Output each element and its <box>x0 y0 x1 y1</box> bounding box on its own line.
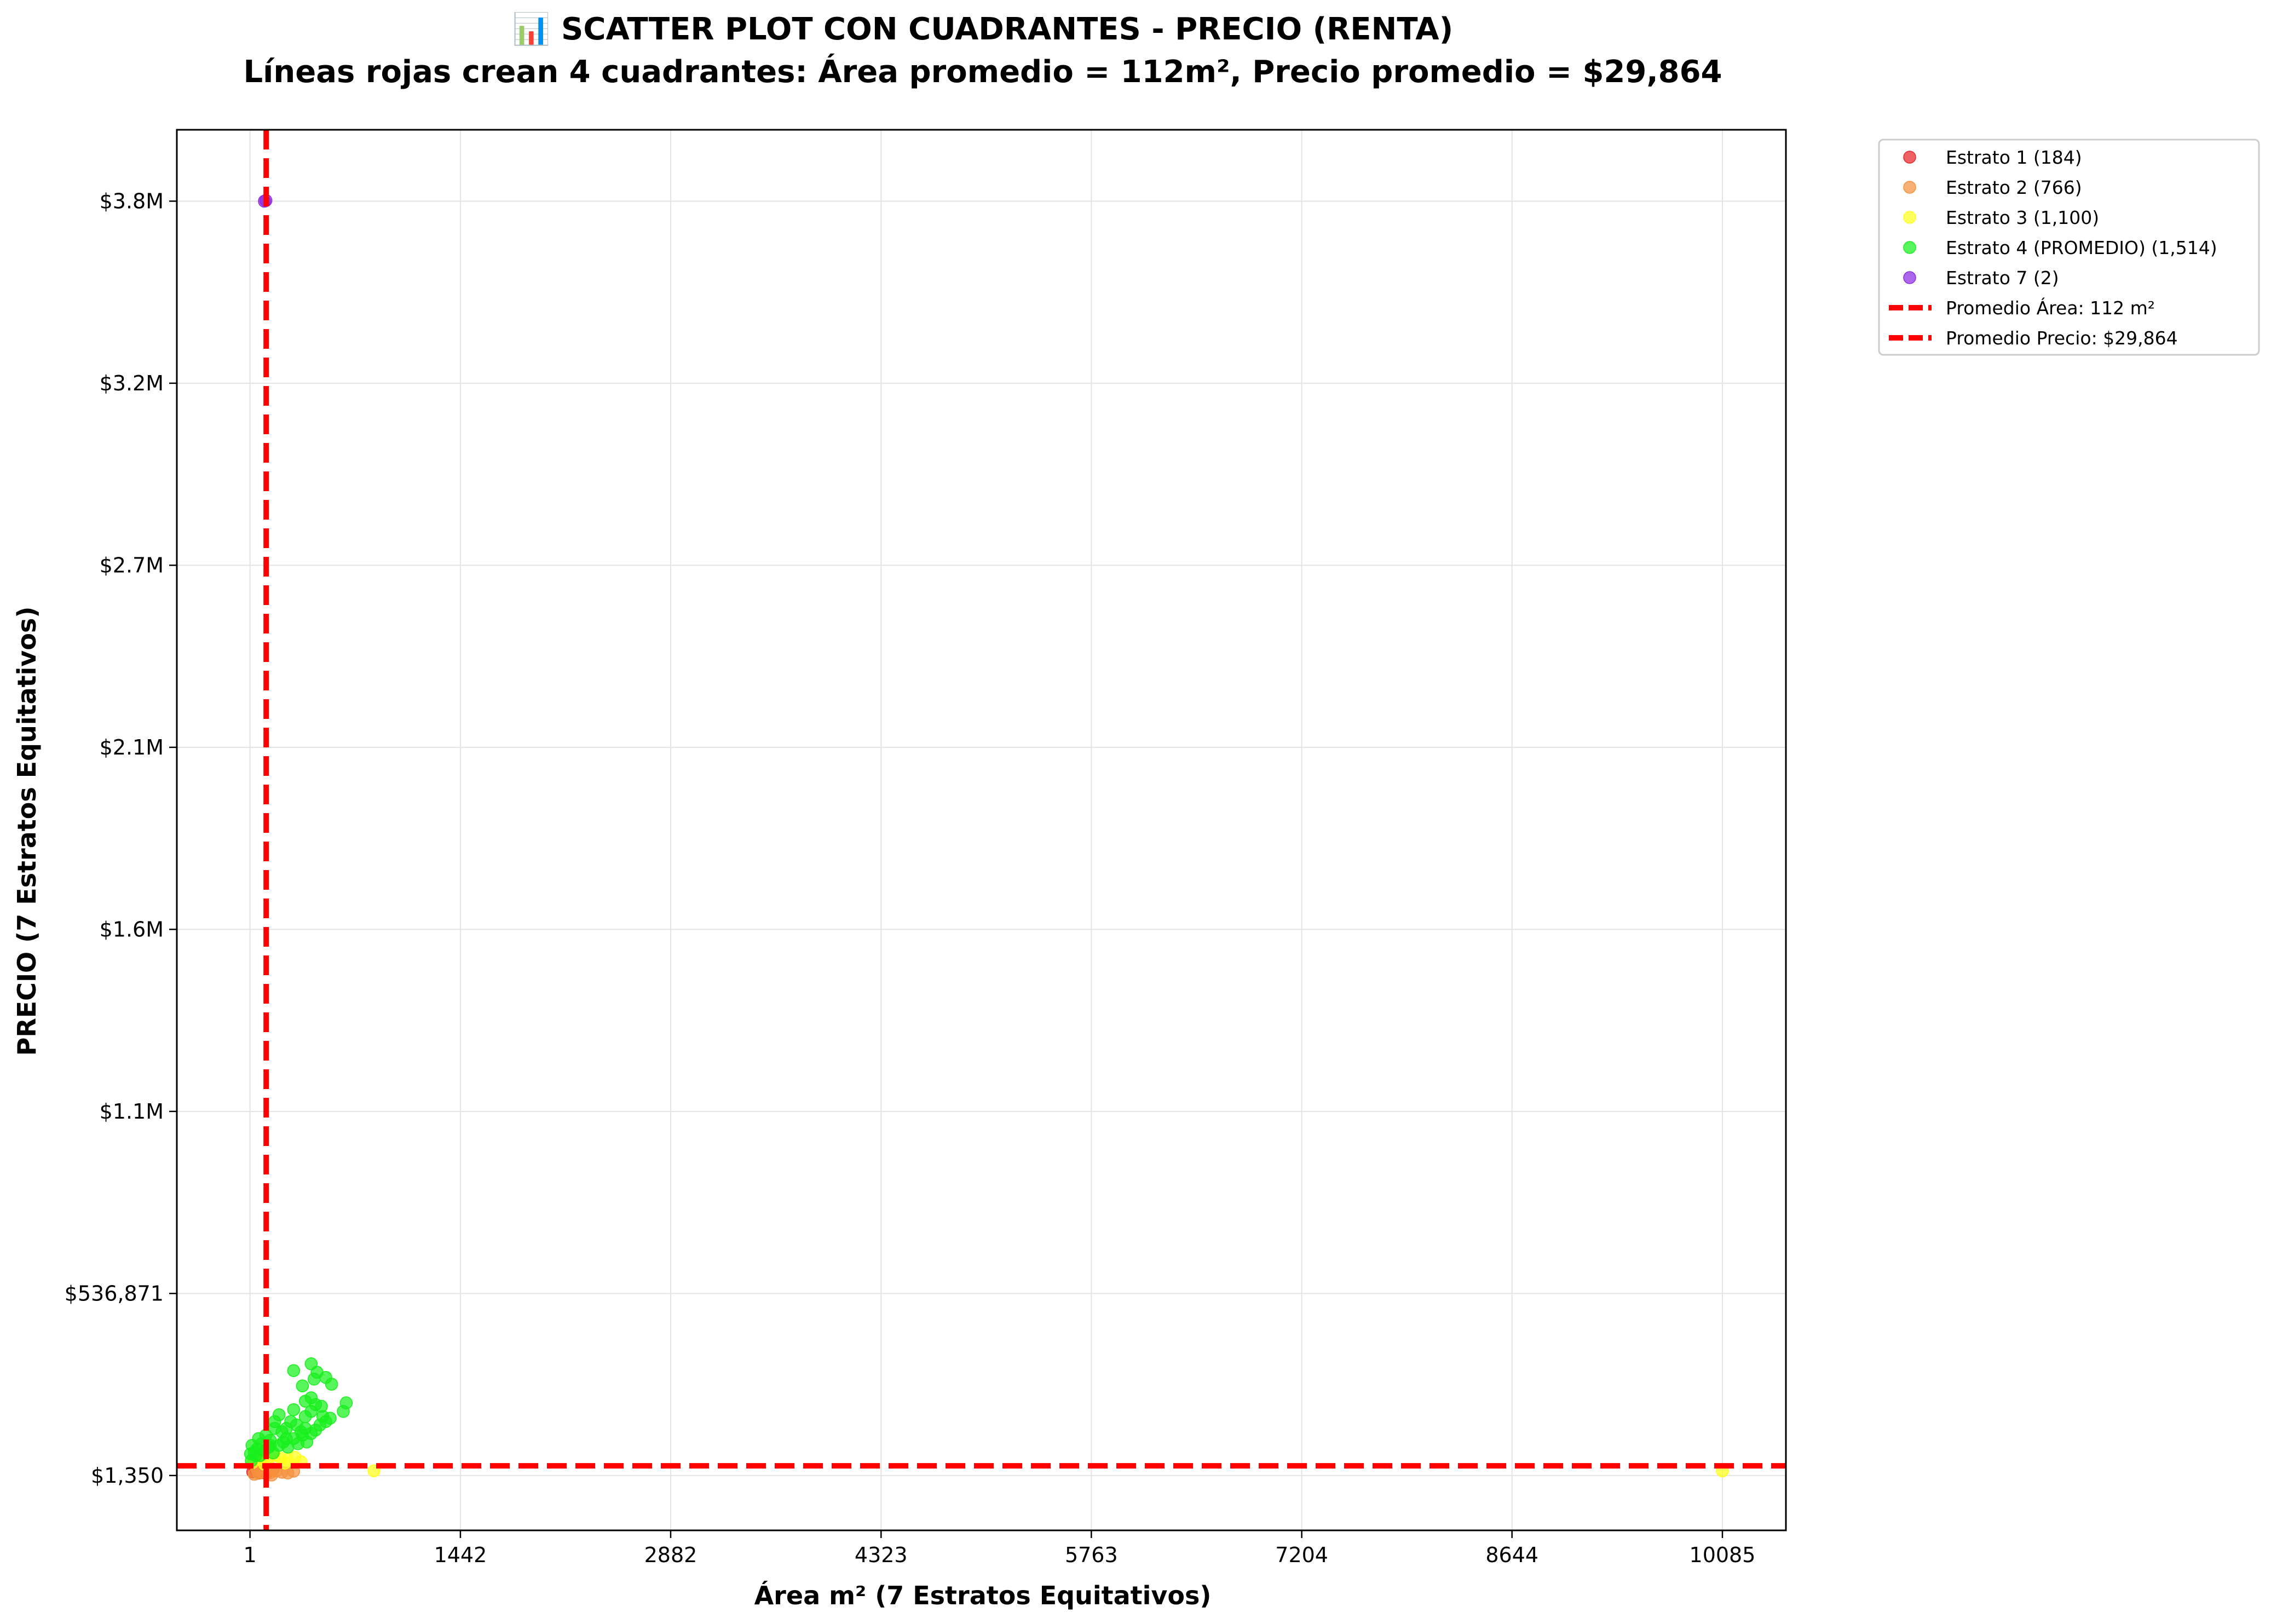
y-tick-label: $536,871 <box>65 1281 164 1305</box>
data-point-series-4 <box>287 1403 301 1416</box>
data-point-series-4 <box>325 1378 338 1391</box>
legend-marker <box>1903 151 1916 164</box>
legend-entry: Estrato 4 (PROMEDIO) (1,514) <box>1946 237 2217 258</box>
x-tick-label: 1442 <box>434 1543 487 1567</box>
x-axis-label: Área m² (7 Estratos Equitativos) <box>754 1581 1212 1610</box>
data-point-series-4 <box>296 1379 309 1392</box>
data-point-series-4 <box>315 1400 328 1413</box>
data-point-series-4 <box>339 1396 353 1409</box>
legend-marker <box>1903 271 1916 284</box>
legend-marker <box>1903 241 1916 254</box>
y-tick-label: $1.6M <box>100 917 164 941</box>
chart-title: 📊 SCATTER PLOT CON CUADRANTES - PRECIO (… <box>512 11 1453 47</box>
y-axis-label: PRECIO (7 Estratos Equitativos) <box>12 607 42 1056</box>
legend-entry: Promedio Área: 112 m² <box>1946 297 2155 319</box>
legend-entry: Estrato 2 (766) <box>1946 177 2082 198</box>
legend-marker <box>1903 181 1916 194</box>
x-tick-label: 4323 <box>855 1543 908 1567</box>
x-tick-label: 8644 <box>1485 1543 1538 1567</box>
x-tick-label: 7204 <box>1275 1543 1328 1567</box>
data-point-series-4 <box>304 1391 318 1404</box>
x-tick-label: 1 <box>244 1543 257 1567</box>
y-tick-label: $2.1M <box>100 735 164 759</box>
x-tick-label: 10085 <box>1690 1543 1756 1567</box>
x-axis-ticks: 1 1442 2882 4323 5763 7204 8644 10085 <box>244 1530 1756 1567</box>
legend-entry: Estrato 7 (2) <box>1946 267 2059 289</box>
data-point-series-4 <box>324 1412 337 1425</box>
data-points <box>244 194 1729 1482</box>
y-tick-label: $3.8M <box>100 189 164 213</box>
plot-frame <box>176 129 1787 1531</box>
data-point-series-4 <box>272 1408 286 1421</box>
data-point-series-4 <box>249 1449 262 1462</box>
legend-entry: Promedio Precio: $29,864 <box>1946 327 2178 349</box>
legend-marker <box>1903 211 1916 224</box>
legend-entry: Estrato 3 (1,100) <box>1946 207 2099 228</box>
data-point-series-4 <box>252 1432 266 1446</box>
y-tick-label: $3.2M <box>100 371 164 395</box>
reference-lines <box>177 130 1786 1530</box>
legend-frame <box>1878 139 2260 356</box>
data-point-series-4 <box>298 1410 312 1423</box>
legend-entry: Estrato 1 (184) <box>1946 147 2082 168</box>
data-point-series-4 <box>307 1372 321 1386</box>
y-axis-ticks: $1,350 $536,871 $1.1M $1.6M $2.1M $2.7M $3.2M $… <box>65 189 177 1488</box>
x-tick-label: 2882 <box>644 1543 698 1567</box>
x-tick-label: 5763 <box>1065 1543 1118 1567</box>
y-tick-label: $1,350 <box>91 1464 164 1488</box>
y-tick-label: $2.7M <box>100 553 164 577</box>
y-tick-label: $1.1M <box>100 1099 164 1124</box>
grid <box>177 130 1786 1530</box>
data-point-series-4 <box>287 1364 301 1377</box>
chart-subtitle: Líneas rojas crean 4 cuadrantes: Área pr… <box>243 54 1722 90</box>
legend: Estrato 1 (184) Estrato 2 (766) Estrato 3 … <box>1878 139 2260 356</box>
data-point-series-4 <box>280 1432 293 1446</box>
